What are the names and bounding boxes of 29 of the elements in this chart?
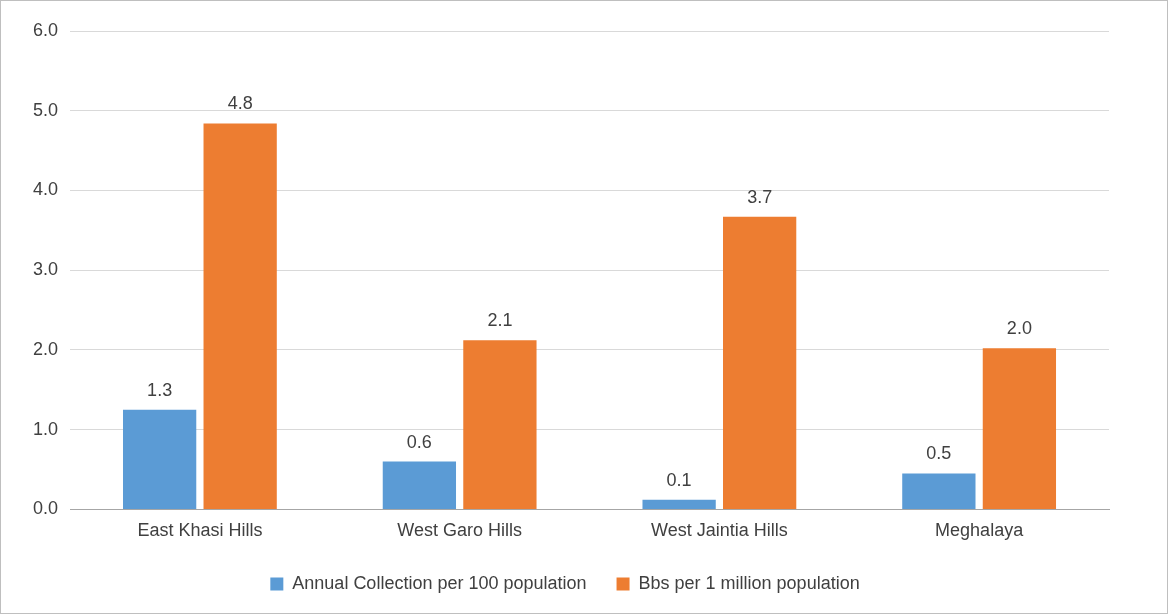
data-label: 2.0 (1006, 318, 1032, 339)
x-tick-label: Meghalaya (935, 520, 1025, 541)
bar (463, 340, 537, 509)
bar (123, 409, 197, 509)
legend-label: Annual Collection per 100 population (292, 572, 587, 593)
y-tick-label: 0.0 (32, 498, 59, 519)
y-tick-label: 2.0 (32, 338, 59, 359)
data-label: 0.1 (666, 469, 692, 490)
y-tick-label: 1.0 (32, 418, 59, 439)
bar (723, 216, 797, 509)
y-tick-label: 5.0 (32, 99, 59, 120)
x-tick-label: West Jaintia Hills (651, 520, 788, 541)
y-tick-label: 6.0 (32, 19, 59, 40)
data-label: 4.8 (227, 93, 253, 114)
data-label: 3.7 (747, 186, 773, 207)
legend-label: Bbs per 1 million population (638, 572, 860, 593)
y-tick-label: 4.0 (32, 179, 59, 200)
data-label: 1.3 (147, 379, 173, 400)
bar (902, 473, 976, 509)
y-tick-label: 3.0 (32, 259, 59, 280)
data-label: 2.1 (487, 310, 513, 331)
bar (203, 123, 277, 509)
x-tick-label: West Garo Hills (397, 520, 522, 541)
data-label: 0.6 (406, 431, 432, 452)
x-tick-label: East Khasi Hills (137, 520, 263, 541)
bar (382, 461, 457, 509)
bar (982, 348, 1057, 509)
data-label: 0.5 (926, 443, 952, 464)
bar (642, 499, 716, 509)
